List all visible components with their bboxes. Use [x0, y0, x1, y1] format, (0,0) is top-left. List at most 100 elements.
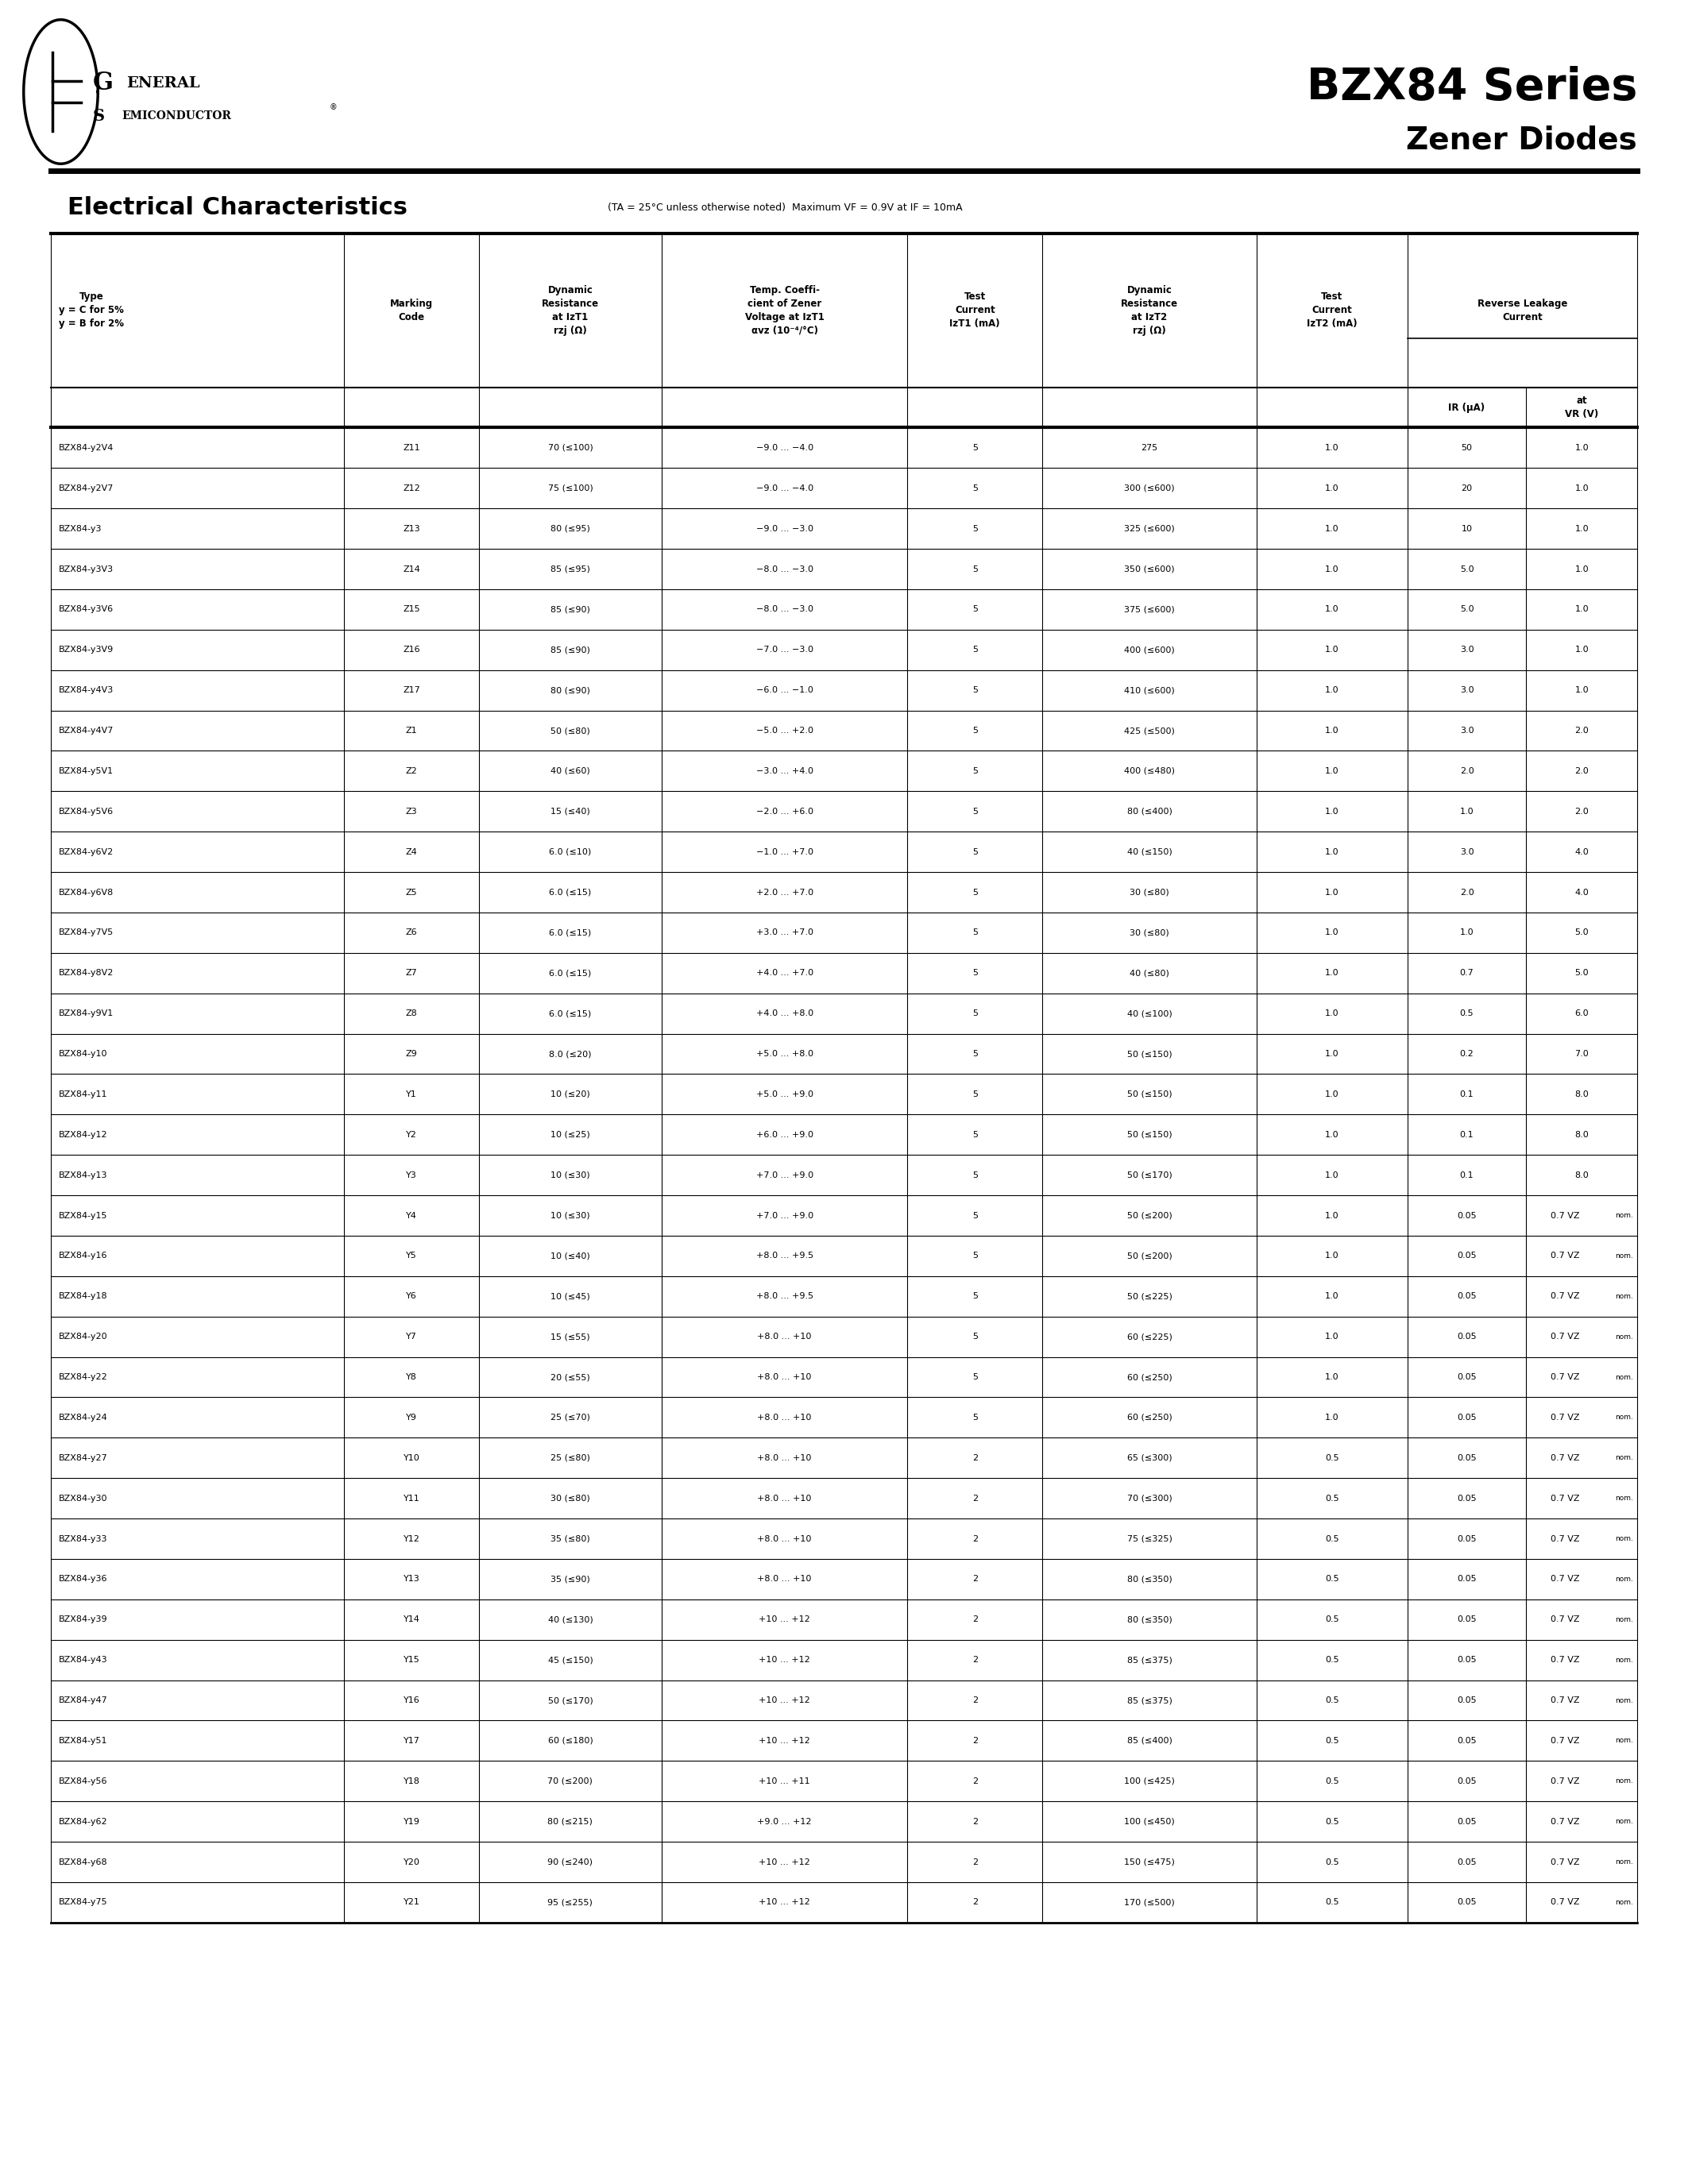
Text: 0.05: 0.05: [1457, 1455, 1477, 1461]
Text: BZX84-y27: BZX84-y27: [59, 1455, 108, 1461]
Text: Y12: Y12: [403, 1535, 420, 1542]
Text: BZX84-y3V6: BZX84-y3V6: [59, 605, 115, 614]
Text: 5: 5: [972, 524, 977, 533]
Text: Y11: Y11: [403, 1494, 420, 1503]
Text: 50 (≤200): 50 (≤200): [1128, 1212, 1171, 1219]
Text: 80 (≤90): 80 (≤90): [550, 686, 591, 695]
Text: 6.0 (≤15): 6.0 (≤15): [549, 970, 591, 976]
Text: nom.: nom.: [1615, 1859, 1632, 1865]
Text: nom.: nom.: [1615, 1778, 1632, 1784]
Text: +8.0 ... +10: +8.0 ... +10: [758, 1374, 812, 1380]
Text: 1.0: 1.0: [1325, 1413, 1339, 1422]
Text: Z1: Z1: [405, 727, 417, 734]
Text: 0.7: 0.7: [1460, 970, 1474, 976]
Text: 0.5: 0.5: [1325, 1697, 1339, 1704]
Text: BZX84-y3V9: BZX84-y3V9: [59, 646, 115, 653]
Text: 2: 2: [972, 1859, 977, 1865]
Text: 0.05: 0.05: [1457, 1778, 1477, 1784]
Text: 1.0: 1.0: [1325, 443, 1339, 452]
Text: 0.5: 0.5: [1325, 1736, 1339, 1745]
Text: BZX84-y6V8: BZX84-y6V8: [59, 889, 115, 895]
Text: BZX84-y2V4: BZX84-y2V4: [59, 443, 115, 452]
Text: 0.5: 0.5: [1325, 1655, 1339, 1664]
Text: −1.0 ... +7.0: −1.0 ... +7.0: [756, 847, 814, 856]
Text: +10 ... +12: +10 ... +12: [760, 1616, 810, 1623]
Text: BZX84-y8V2: BZX84-y8V2: [59, 970, 115, 976]
Text: 0.7 VZ: 0.7 VZ: [1551, 1697, 1580, 1704]
Text: 5: 5: [972, 1332, 977, 1341]
Text: Z13: Z13: [403, 524, 420, 533]
Text: BZX84-y22: BZX84-y22: [59, 1374, 108, 1380]
Text: +8.0 ... +10: +8.0 ... +10: [758, 1535, 812, 1542]
Text: 0.7 VZ: 0.7 VZ: [1551, 1332, 1580, 1341]
Text: 85 (≤90): 85 (≤90): [550, 605, 591, 614]
Text: +6.0 ... +9.0: +6.0 ... +9.0: [756, 1131, 814, 1138]
Text: nom.: nom.: [1615, 1212, 1632, 1219]
Text: 1.0: 1.0: [1325, 1251, 1339, 1260]
Text: BZX84-y62: BZX84-y62: [59, 1817, 108, 1826]
Text: Y20: Y20: [403, 1859, 420, 1865]
Text: BZX84-y6V2: BZX84-y6V2: [59, 847, 115, 856]
Text: Y6: Y6: [407, 1293, 417, 1299]
Text: 0.1: 0.1: [1460, 1131, 1474, 1138]
Text: nom.: nom.: [1615, 1697, 1632, 1704]
Text: +5.0 ... +8.0: +5.0 ... +8.0: [756, 1051, 814, 1057]
Text: 0.7 VZ: 0.7 VZ: [1551, 1413, 1580, 1422]
Text: 5: 5: [972, 767, 977, 775]
Text: 4.0: 4.0: [1575, 847, 1588, 856]
Text: 0.1: 0.1: [1460, 1090, 1474, 1099]
Text: 10 (≤25): 10 (≤25): [550, 1131, 591, 1138]
Text: BZX84-y4V7: BZX84-y4V7: [59, 727, 115, 734]
Text: 1.0: 1.0: [1575, 686, 1588, 695]
Text: 15 (≤40): 15 (≤40): [550, 808, 591, 815]
Text: +9.0 ... +12: +9.0 ... +12: [758, 1817, 812, 1826]
Text: 1.0: 1.0: [1325, 646, 1339, 653]
Text: 10 (≤20): 10 (≤20): [550, 1090, 591, 1099]
Text: 40 (≤150): 40 (≤150): [1128, 847, 1171, 856]
Text: 0.05: 0.05: [1457, 1293, 1477, 1299]
Text: nom.: nom.: [1615, 1494, 1632, 1503]
Text: −9.0 ... −3.0: −9.0 ... −3.0: [756, 524, 814, 533]
Text: 5: 5: [972, 1090, 977, 1099]
Text: 5: 5: [972, 1413, 977, 1422]
Text: Y13: Y13: [403, 1575, 420, 1583]
Text: 1.0: 1.0: [1575, 443, 1588, 452]
Text: 1.0: 1.0: [1575, 485, 1588, 491]
Text: 2: 2: [972, 1655, 977, 1664]
Text: 1.0: 1.0: [1325, 1009, 1339, 1018]
Text: 6.0: 6.0: [1575, 1009, 1588, 1018]
Text: +10 ... +11: +10 ... +11: [760, 1778, 810, 1784]
Text: 5: 5: [972, 889, 977, 895]
Text: Z5: Z5: [405, 889, 417, 895]
Text: 1.0: 1.0: [1325, 889, 1339, 895]
Bar: [51, 234, 1637, 428]
Text: Electrical Characteristics: Electrical Characteristics: [68, 197, 407, 218]
Text: 0.05: 0.05: [1457, 1697, 1477, 1704]
Text: 50 (≤170): 50 (≤170): [547, 1697, 592, 1704]
Text: 0.5: 0.5: [1325, 1535, 1339, 1542]
Text: 45 (≤150): 45 (≤150): [547, 1655, 592, 1664]
Text: BZX84-y36: BZX84-y36: [59, 1575, 108, 1583]
Text: Y7: Y7: [407, 1332, 417, 1341]
Text: 0.7 VZ: 0.7 VZ: [1551, 1898, 1580, 1907]
Text: Dynamic
Resistance
at IzT1
rzj (Ω): Dynamic Resistance at IzT1 rzj (Ω): [542, 286, 599, 336]
Text: BZX84-y3V3: BZX84-y3V3: [59, 566, 115, 572]
Text: 2: 2: [972, 1616, 977, 1623]
Text: 0.7 VZ: 0.7 VZ: [1551, 1374, 1580, 1380]
Text: 7.0: 7.0: [1575, 1051, 1588, 1057]
Text: +8.0 ... +10: +8.0 ... +10: [758, 1332, 812, 1341]
Text: 5: 5: [972, 970, 977, 976]
Text: −9.0 ... −4.0: −9.0 ... −4.0: [756, 485, 814, 491]
Text: 5.0: 5.0: [1460, 605, 1474, 614]
Text: 0.5: 0.5: [1325, 1455, 1339, 1461]
Text: 40 (≤130): 40 (≤130): [547, 1616, 592, 1623]
Text: 5: 5: [972, 1374, 977, 1380]
Text: Y15: Y15: [403, 1655, 420, 1664]
Text: 2: 2: [972, 1697, 977, 1704]
Text: 8.0: 8.0: [1575, 1131, 1588, 1138]
Text: Y2: Y2: [407, 1131, 417, 1138]
Text: BZX84-y12: BZX84-y12: [59, 1131, 108, 1138]
Text: Zener Diodes: Zener Diodes: [1406, 124, 1637, 155]
Text: nom.: nom.: [1615, 1251, 1632, 1260]
Text: nom.: nom.: [1615, 1655, 1632, 1664]
